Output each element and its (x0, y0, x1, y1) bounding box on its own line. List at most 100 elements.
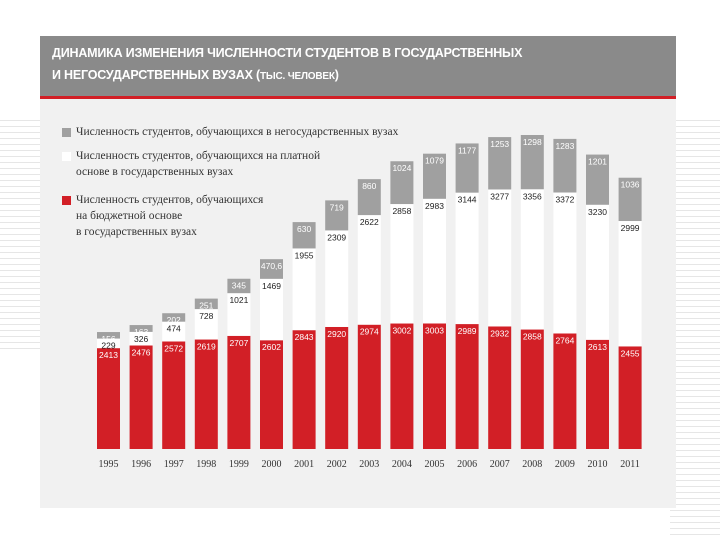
x-tick-label-2008: 2008 (522, 459, 542, 470)
data-label-2005-s1: 2983 (425, 201, 444, 211)
data-label-1998-s2: 251 (199, 301, 213, 311)
data-label-2004-s0: 3002 (392, 326, 411, 336)
data-label-2011-s1: 2999 (621, 223, 640, 233)
bar-segment-1998-s2 (194, 298, 218, 310)
data-label-2001-s2: 630 (297, 224, 311, 234)
legend-line: Численность студентов, обучающихся в нег… (76, 126, 399, 138)
data-label-2007-s2: 1253 (490, 139, 509, 149)
bar-segment-1999-s1 (227, 293, 251, 336)
x-tick-label-2011: 2011 (620, 459, 640, 470)
data-label-2003-s0: 2974 (360, 327, 379, 337)
x-tick-label-2010: 2010 (588, 459, 608, 470)
data-label-1999-s2: 345 (232, 281, 246, 291)
bar-segment-2003-s2 (357, 179, 381, 216)
decorative-stripes-left (0, 120, 40, 350)
x-tick-label-2002: 2002 (327, 459, 347, 470)
bar-segment-1997-s1 (162, 321, 186, 342)
bar-segment-2004-s1 (390, 204, 414, 324)
legend-swatch-private (62, 128, 71, 137)
bar-segment-2009-s0 (553, 333, 577, 449)
chart-title-unit: ТЫС. ЧЕЛОВЕК (260, 71, 335, 82)
data-label-1998-s0: 2619 (197, 342, 216, 352)
data-label-2002-s1: 2309 (327, 232, 346, 242)
bar-segment-2005-s1 (423, 198, 446, 324)
bar-segment-2000-s0 (260, 340, 283, 449)
data-label-2006-s2: 1177 (458, 145, 477, 155)
bar-segment-1997-s0 (162, 341, 186, 449)
data-label-1997-s0: 2572 (164, 343, 183, 353)
bar-segment-2008-s0 (520, 329, 544, 449)
bar-segment-2004-s2 (390, 161, 414, 205)
bar-segment-2000-s1 (260, 278, 283, 341)
data-label-1996-s2: 163 (134, 327, 148, 337)
bar-segment-2008-s2 (520, 134, 544, 190)
data-label-2010-s2: 1201 (588, 157, 607, 167)
x-tick-label-2006: 2006 (457, 459, 477, 470)
bar-segment-2003-s1 (357, 215, 381, 325)
data-label-2001-s0: 2843 (295, 332, 314, 342)
bar-segment-1995-s0 (97, 348, 120, 449)
bar-segment-2005-s0 (423, 323, 446, 449)
bar-segment-2001-s2 (292, 222, 316, 249)
bar-segment-2008-s1 (520, 189, 544, 330)
data-label-2004-s2: 1024 (392, 163, 411, 173)
bar-segment-1995-s2 (97, 332, 120, 339)
x-tick-label-2007: 2007 (490, 459, 510, 470)
bar-segment-2004-s0 (390, 323, 414, 449)
x-tick-label-2004: 2004 (392, 459, 412, 470)
data-label-2007-s1: 3277 (490, 191, 509, 201)
bar-segment-2010-s2 (586, 154, 609, 205)
legend-text-private: Численность студентов, обучающихся в нег… (76, 124, 398, 140)
data-label-2009-s1: 3372 (555, 195, 574, 205)
bar-segment-1999-s0 (227, 335, 251, 449)
data-label-2011-s2: 1036 (621, 180, 640, 190)
chart-title-line1: ДИНАМИКА ИЗМЕНЕНИЯ ЧИСЛЕННОСТИ СТУДЕНТОВ… (52, 46, 523, 60)
data-label-1995-s2: 156 (101, 334, 115, 344)
x-tick-label-1999: 1999 (229, 459, 249, 470)
data-label-2009-s2: 1283 (555, 141, 574, 151)
bar-segment-2001-s0 (292, 330, 316, 449)
legend-line: Численность студентов, обучающихся на пл… (76, 150, 321, 162)
bar-segment-2009-s1 (553, 192, 577, 334)
bar-segment-2007-s0 (488, 326, 512, 449)
chart-title-close: ) (334, 68, 339, 82)
bar-segment-1997-s2 (162, 313, 186, 322)
bar-segment-2006-s0 (455, 324, 479, 449)
chart-header: ДИНАМИКА ИЗМЕНЕНИЯ ЧИСЛЕННОСТИ СТУДЕНТОВ… (40, 36, 676, 96)
data-label-2008-s0: 2858 (523, 332, 542, 342)
data-label-2003-s1: 2622 (360, 217, 379, 227)
chart-title-main: И НЕГОСУДАРСТВЕННЫХ ВУЗАХ ( (52, 68, 261, 82)
bar-segment-2001-s1 (292, 248, 316, 331)
legend-swatch-paid (62, 152, 71, 161)
x-tick-label-2001: 2001 (294, 459, 314, 470)
header-accent-line (40, 96, 676, 99)
bar-segment-1996-s0 (129, 345, 153, 449)
bar-segment-2002-s0 (325, 326, 349, 449)
data-label-2002-s0: 2920 (327, 329, 346, 339)
data-label-1995-s1: 229 (101, 341, 115, 351)
legend-line: Численность студентов, обучающихся (76, 194, 264, 206)
data-label-2007-s0: 2932 (490, 328, 509, 338)
data-label-1996-s0: 2476 (132, 348, 151, 358)
legend-text-paid: Численность студентов, обучающихся на пл… (76, 148, 320, 180)
x-tick-label-1998: 1998 (196, 459, 216, 470)
bar-segment-2011-s1 (618, 221, 642, 347)
bar-segment-1999-s2 (227, 278, 251, 294)
bar-segment-2007-s1 (488, 189, 512, 327)
bar-segment-2002-s2 (325, 200, 349, 231)
data-label-2002-s2: 719 (330, 202, 344, 212)
bar-segment-2003-s0 (357, 324, 381, 449)
data-label-1999-s0: 2707 (229, 338, 248, 348)
legend-swatch-budget (62, 196, 71, 205)
bar-segment-2002-s1 (325, 230, 349, 327)
data-label-2005-s0: 3003 (425, 325, 444, 335)
data-label-1997-s2: 202 (167, 315, 181, 325)
data-label-1995-s0: 2413 (99, 350, 118, 360)
chart-title-line2: И НЕГОСУДАРСТВЕННЫХ ВУЗАХ (ТЫС. ЧЕЛОВЕК) (52, 68, 339, 82)
bar-segment-1996-s1 (129, 331, 153, 346)
data-label-2000-s0: 2602 (262, 342, 281, 352)
x-tick-label-2009: 2009 (555, 459, 575, 470)
data-label-2010-s0: 2613 (588, 342, 607, 352)
bar-segment-2009-s2 (553, 138, 577, 193)
data-label-2006-s0: 2989 (458, 326, 477, 336)
